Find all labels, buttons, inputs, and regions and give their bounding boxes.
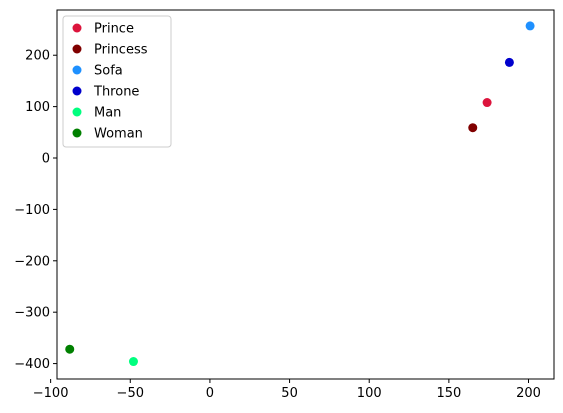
x-tick-label: 100 bbox=[357, 386, 382, 401]
data-point-woman bbox=[65, 344, 75, 354]
legend-label: Sofa bbox=[94, 64, 123, 79]
legend-label: Princess bbox=[94, 43, 148, 58]
y-tick-label: 100 bbox=[25, 100, 50, 115]
legend-marker bbox=[72, 86, 82, 96]
x-tick-label: −50 bbox=[117, 386, 144, 401]
legend-marker bbox=[72, 107, 82, 117]
y-tick-label: 0 bbox=[42, 152, 50, 167]
x-tick-label: −100 bbox=[33, 386, 69, 401]
data-point-man bbox=[128, 357, 138, 367]
legend-label: Woman bbox=[94, 127, 143, 142]
data-point-throne bbox=[504, 57, 514, 67]
data-point-princess bbox=[468, 123, 478, 133]
x-tick-label: 50 bbox=[281, 386, 298, 401]
axis-ticks: −100 −50 0 50 100 150 200 −400 −300 −200 −100 0 100 2… bbox=[14, 49, 541, 401]
x-tick-label: 150 bbox=[436, 386, 461, 401]
y-tick-label: −200 bbox=[14, 254, 50, 269]
legend-marker bbox=[72, 128, 82, 138]
data-point-prince bbox=[482, 98, 492, 108]
legend-label: Prince bbox=[94, 22, 134, 37]
data-points bbox=[65, 21, 535, 367]
y-tick-label: 200 bbox=[25, 49, 50, 64]
data-point-sofa bbox=[525, 21, 535, 31]
plot-frame bbox=[56, 9, 555, 380]
legend-label: Man bbox=[94, 106, 121, 121]
y-tick-label: −300 bbox=[14, 306, 50, 321]
legend: Prince Princess Sofa Throne Man Woman bbox=[62, 15, 172, 148]
legend-label: Throne bbox=[93, 85, 139, 100]
y-tick-label: −400 bbox=[14, 357, 50, 372]
y-tick-label: −100 bbox=[14, 203, 50, 218]
legend-box bbox=[62, 15, 172, 148]
legend-marker bbox=[72, 65, 82, 75]
x-tick-label: 200 bbox=[516, 386, 541, 401]
legend-marker bbox=[72, 23, 82, 33]
x-tick-label: 0 bbox=[206, 386, 214, 401]
legend-marker bbox=[72, 44, 82, 54]
